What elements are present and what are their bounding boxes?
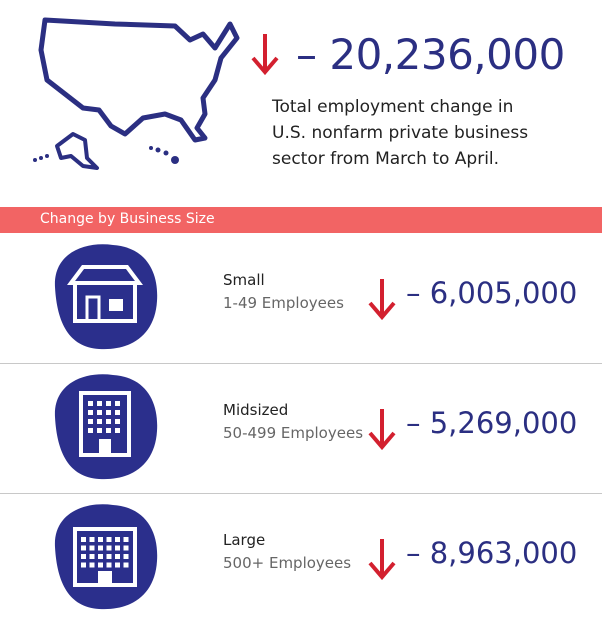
description-line: U.S. nonfarm private business <box>272 123 529 143</box>
down-arrow <box>368 279 396 321</box>
size-range: 500+ Employees <box>223 554 352 572</box>
size-label: Large <box>223 531 266 549</box>
description: Total employment change in U.S. nonfarm … <box>272 94 528 172</box>
size-change: – 5,269,000 <box>406 406 578 440</box>
size-label: Midsized <box>223 401 289 419</box>
description-line: sector from March to April. <box>272 149 500 169</box>
separator <box>0 493 602 494</box>
row-graphics <box>54 374 396 480</box>
size-change: – 8,963,000 <box>406 536 578 570</box>
size-change: – 6,005,000 <box>406 276 578 310</box>
us-map <box>33 17 240 170</box>
down-arrow <box>251 34 279 76</box>
size-label: Small <box>223 271 265 289</box>
separator <box>0 363 602 364</box>
total-change: – 20,236,000 <box>296 30 565 79</box>
section-title: Change by Business Size <box>40 211 215 227</box>
row-graphics <box>54 504 396 610</box>
down-arrow <box>368 539 396 581</box>
down-arrow <box>368 409 396 451</box>
business-icon <box>54 504 158 610</box>
size-range: 50-499 Employees <box>223 424 364 442</box>
business-icon <box>54 374 158 480</box>
section-band: Change by Business Size <box>0 207 602 233</box>
size-range: 1-49 Employees <box>223 294 344 312</box>
business-icon <box>54 244 158 350</box>
row-graphics <box>54 244 396 350</box>
description-line: Total employment change in <box>272 97 514 117</box>
